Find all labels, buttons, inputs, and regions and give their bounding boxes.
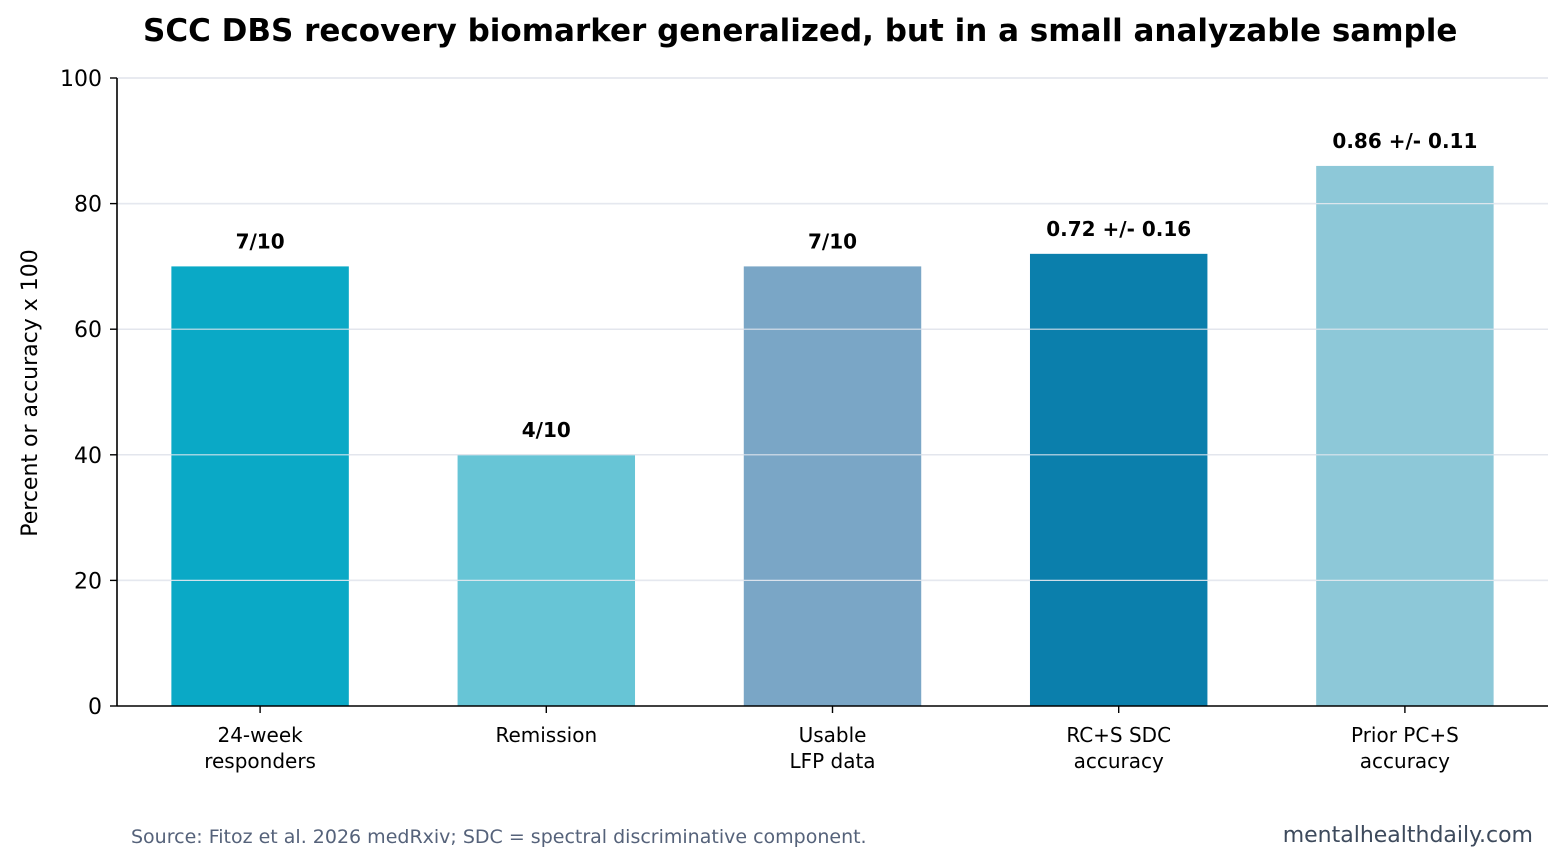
x-tick-label: 24-week responders (204, 723, 316, 773)
data-label: 0.86 +/- 0.11 (1332, 129, 1477, 153)
source-note: Source: Fitoz et al. 2026 medRxiv; SDC =… (131, 826, 867, 848)
bar (1029, 253, 1208, 706)
y-tick-label: 0 (88, 695, 102, 720)
axes (110, 77, 1548, 713)
y-axis-title: Percent or accuracy x 100 (18, 249, 43, 537)
site-brand: mentalhealthdaily.com (1282, 823, 1533, 848)
chart-title: SCC DBS recovery biomarker generalized, … (143, 13, 1458, 49)
bars (117, 77, 1548, 707)
y-tick-label: 40 (74, 444, 102, 469)
data-label: 7/10 (808, 229, 857, 253)
x-tick-label: RC+S SDC accuracy (1066, 723, 1171, 773)
x-tick-label: Usable LFP data (789, 723, 875, 773)
y-tick-label: 20 (74, 569, 102, 594)
y-tick-label: 80 (74, 193, 102, 218)
labels: 0 20 40 60 80 100 24-week responders Remission Us… (18, 67, 1477, 773)
bar (171, 266, 349, 706)
y-tick-label: 100 (60, 67, 102, 92)
data-label: 7/10 (236, 229, 285, 253)
y-tick-label: 60 (74, 318, 102, 343)
x-tick-label: Remission (495, 723, 597, 747)
data-label: 0.72 +/- 0.16 (1046, 217, 1191, 241)
data-label: 4/10 (522, 418, 571, 442)
bar (1316, 165, 1494, 707)
bar (743, 266, 922, 706)
x-tick-label: Prior PC+S accuracy (1351, 723, 1459, 773)
